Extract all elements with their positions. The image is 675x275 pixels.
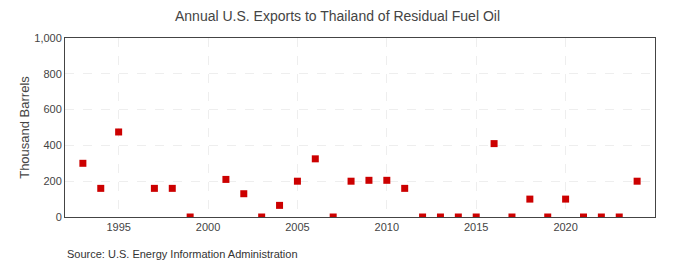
svg-text:2010: 2010 <box>375 221 399 233</box>
svg-text:400: 400 <box>43 139 61 151</box>
svg-text:2000: 2000 <box>196 221 220 233</box>
svg-text:1,000: 1,000 <box>34 32 62 44</box>
svg-text:0: 0 <box>56 211 62 223</box>
svg-text:2020: 2020 <box>553 221 577 233</box>
svg-text:Source: U.S. Energy Informatio: Source: U.S. Energy Information Administ… <box>67 248 298 260</box>
svg-text:1995: 1995 <box>106 221 130 233</box>
svg-text:200: 200 <box>43 175 61 187</box>
svg-text:2015: 2015 <box>464 221 488 233</box>
svg-text:800: 800 <box>43 68 61 80</box>
svg-text:600: 600 <box>43 103 61 115</box>
svg-text:Thousand Barrels: Thousand Barrels <box>17 76 32 179</box>
svg-text:2005: 2005 <box>285 221 309 233</box>
svg-text:Annual U.S. Exports to Thailan: Annual U.S. Exports to Thailand of Resid… <box>175 8 500 24</box>
